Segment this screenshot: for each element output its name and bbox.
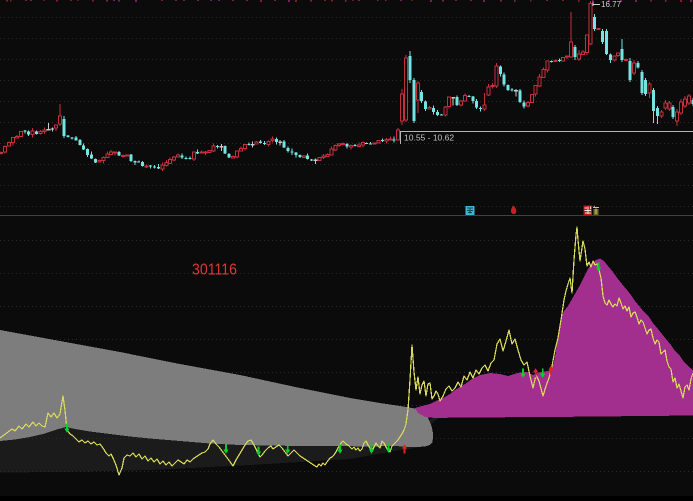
svg-text:16.77: 16.77: [601, 0, 622, 9]
svg-text:301116: 301116: [192, 262, 237, 279]
svg-text:10.55 - 10.62: 10.55 - 10.62: [404, 133, 454, 143]
